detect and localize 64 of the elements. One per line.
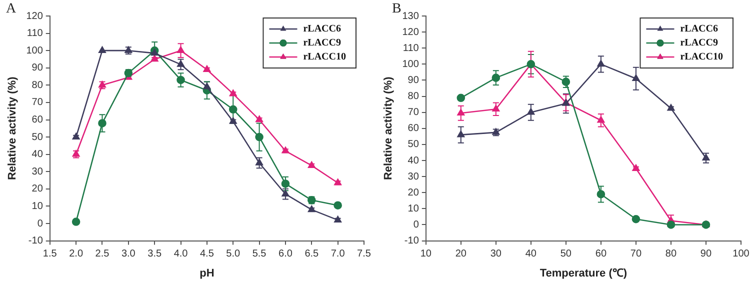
y-tick-label: 40 [408,155,420,166]
x-tick-label: 30 [490,248,502,260]
y-tick-label: -10 [28,236,44,247]
y-tick-label: 50 [408,139,420,150]
chart-title: A [6,2,17,17]
y-tick-label: 60 [408,123,420,134]
x-tick-label: 6.5 [304,248,320,260]
x-tick-label: 4.0 [174,248,188,260]
legend-label: rLACC10 [680,52,724,63]
x-tick-label: 5.5 [252,248,267,260]
x-tick-label: 20 [455,248,467,260]
x-axis-title: pH [200,267,214,280]
x-tick-label: 60 [595,248,607,260]
legend-label: rLACC10 [303,52,346,63]
y-tick-label: 70 [408,107,420,118]
y-tick-label: 0 [37,218,44,230]
y-tick-label: 0 [413,219,420,230]
y-tick-label: 80 [408,91,420,102]
y-tick-label: 120 [402,26,420,38]
y-axis-title: Relative activity (%) [382,76,395,180]
y-tick-label: 90 [32,62,44,74]
x-tick-label: 10 [420,248,432,260]
x-tick-label: 7.5 [357,248,372,260]
x-tick-label: 2.0 [69,248,84,260]
legend-label: rLACC9 [680,38,718,49]
y-tick-label: 30 [408,171,420,182]
y-tick-label: 80 [32,80,44,91]
legend-label: rLACC6 [303,24,342,35]
x-tick-label: 80 [665,248,677,260]
y-axis-title: Relative activity (%) [6,76,19,180]
x-tick-label: 7.0 [330,248,346,260]
y-tick-label: 20 [408,187,420,198]
x-tick-label: 100 [732,248,750,260]
y-tick-label: 120 [26,10,44,22]
y-tick-label: 10 [408,203,420,214]
y-tick-label: 70 [32,97,44,108]
x-tick-label: 4.5 [200,248,214,260]
x-tick-label: 3.5 [148,248,162,260]
x-tick-label: 5.0 [226,248,241,260]
x-tick-label: 1.5 [42,248,58,260]
y-tick-label: 130 [402,10,420,22]
x-tick-label: 2.5 [95,248,110,260]
chart-title: B [392,2,402,17]
y-tick-label: 100 [402,58,420,70]
y-tick-label: 30 [32,166,44,178]
legend-label: rLACC6 [680,24,718,35]
y-tick-label: 20 [32,184,44,195]
y-tick-label: 110 [26,28,44,40]
y-tick-label: 10 [32,200,44,212]
x-tick-label: 3.0 [121,248,136,260]
y-tick-label: 90 [408,74,420,86]
y-tick-label: -10 [404,236,420,247]
y-tick-label: 110 [402,42,420,54]
x-tick-label: 40 [525,248,537,260]
y-tick-label: 40 [32,149,44,160]
y-tick-label: 60 [32,114,44,126]
x-tick-label: 50 [560,248,572,260]
x-tick-label: 90 [700,248,712,260]
x-tick-label: 6.0 [278,248,293,260]
y-tick-label: 50 [32,132,44,143]
x-tick-label: 70 [630,248,642,260]
legend-label: rLACC9 [303,38,342,49]
y-tick-label: 100 [26,45,44,56]
x-axis-title: Temperature (℃) [540,267,628,280]
